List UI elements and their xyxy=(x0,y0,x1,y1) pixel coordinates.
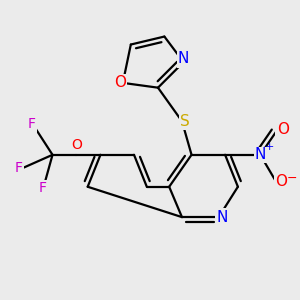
Text: F: F xyxy=(28,117,36,131)
Text: N: N xyxy=(216,210,228,225)
Text: O: O xyxy=(71,138,82,152)
Text: F: F xyxy=(15,160,23,175)
Text: O: O xyxy=(114,75,126,90)
Text: S: S xyxy=(180,114,190,129)
Text: N: N xyxy=(178,51,189,66)
Text: N: N xyxy=(255,147,266,162)
Text: −: − xyxy=(286,172,297,185)
Text: O: O xyxy=(277,122,289,137)
Text: +: + xyxy=(265,142,274,152)
Text: F: F xyxy=(39,182,47,195)
Text: O: O xyxy=(275,175,287,190)
